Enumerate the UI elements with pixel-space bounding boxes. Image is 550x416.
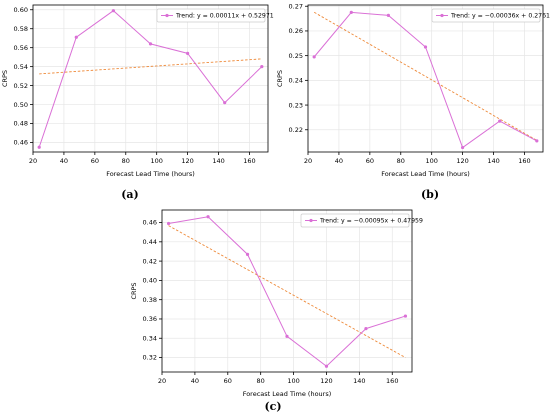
y-tick-label: 0.40 — [143, 277, 157, 285]
y-tick-label: 0.38 — [143, 296, 157, 304]
data-point — [535, 139, 539, 143]
y-tick-label: 0.46 — [143, 219, 157, 227]
legend-swatch-marker — [165, 13, 169, 18]
plot-frame — [161, 209, 413, 373]
y-tick-label: 0.24 — [289, 77, 303, 85]
x-tick-label: 20 — [29, 157, 37, 165]
x-tick-label: 40 — [335, 157, 343, 165]
y-axis-label: CRPS — [130, 282, 138, 299]
trend-line — [168, 225, 406, 358]
y-tick-label: 0.60 — [14, 6, 28, 14]
data-point — [423, 45, 428, 49]
x-tick-label: 100 — [287, 377, 299, 385]
data-point — [461, 145, 465, 150]
series-line — [313, 11, 538, 149]
x-tick-label: 120 — [181, 157, 193, 165]
data-point — [285, 334, 289, 338]
y-tick-label: 0.52 — [14, 82, 28, 90]
y-tick-label: 0.25 — [289, 52, 303, 60]
x-tick-label: 20 — [304, 157, 312, 165]
data-point — [403, 314, 408, 318]
x-axis-label: Forecast Lead Time (hours) — [106, 170, 195, 178]
y-tick-label: 0.27 — [289, 2, 303, 10]
y-tick-label: 0.26 — [289, 27, 303, 35]
y-axis-label: CRPS — [276, 70, 284, 87]
x-tick-label: 100 — [150, 157, 162, 165]
y-tick-label: 0.46 — [14, 139, 28, 147]
x-tick-label: 140 — [212, 157, 224, 165]
y-tick-label: 0.32 — [143, 354, 157, 362]
legend-label: Trend: y = 0.00011x + 0.52971 — [175, 13, 274, 20]
data-point — [386, 13, 390, 17]
caption-a: (a) — [121, 188, 139, 201]
y-tick-label: 0.36 — [143, 315, 157, 323]
data-point — [37, 145, 41, 149]
x-tick-label: 160 — [243, 157, 255, 165]
data-point — [324, 364, 329, 368]
x-tick-label: 160 — [518, 157, 530, 165]
y-tick-label: 0.54 — [14, 63, 28, 71]
y-tick-label: 0.50 — [14, 101, 28, 109]
y-tick-label: 0.58 — [14, 25, 28, 33]
x-tick-label: 40 — [60, 157, 68, 165]
series-line — [38, 10, 263, 148]
chart-panel-c: 20 40 60 80 100 120 140 160 0.32 0.34 0.36 0.38 0.40… — [130, 205, 423, 400]
data-point — [260, 65, 264, 69]
x-tick-label: 60 — [366, 157, 374, 165]
legend-label: Trend: y = −0.00036x + 0.27619 — [450, 13, 550, 20]
x-axis-label: Forecast Lead Time (hours) — [381, 170, 470, 178]
x-tick-label: 80 — [257, 377, 265, 385]
x-tick-label: 60 — [91, 157, 99, 165]
y-tick-label: 0.23 — [289, 101, 303, 109]
chart-c-svg: 20 40 60 80 100 120 140 160 0.32 0.34 0.36 0.38 0.40… — [130, 209, 423, 398]
data-point — [498, 119, 502, 123]
x-tick-label: 100 — [425, 157, 437, 165]
chart-b-svg: 20 40 60 80 100 120 140 160 0.22 0.23 0.24 0.25 0.26… — [276, 2, 550, 178]
x-tick-label: 80 — [397, 157, 405, 165]
data-point — [245, 252, 250, 256]
x-tick-label: 140 — [487, 157, 499, 165]
x-tick-label: 120 — [456, 157, 468, 165]
legend-swatch-marker — [440, 13, 444, 18]
legend-box — [156, 8, 266, 23]
plot-frame — [307, 4, 544, 153]
data-point — [148, 42, 153, 46]
caption-c: (c) — [264, 400, 282, 413]
x-tick-label: 160 — [386, 377, 398, 385]
caption-b: (b) — [420, 188, 440, 201]
legend-swatch-marker — [309, 218, 313, 223]
legend-label: Trend: y = −0.00095x + 0.47959 — [319, 218, 423, 225]
plot-frame — [32, 4, 269, 153]
x-tick-label: 120 — [320, 377, 332, 385]
data-point — [364, 327, 368, 331]
chart-panel-a: 20 40 60 80 100 120 140 160 0.46 0.48 0.50 0.52 0.54… — [0, 0, 275, 185]
data-point — [166, 221, 171, 226]
x-tick-label: 40 — [191, 377, 199, 385]
data-point — [74, 35, 78, 39]
y-tick-label: 0.48 — [14, 120, 28, 128]
trend-line — [313, 11, 538, 141]
x-tick-label: 80 — [122, 157, 130, 165]
y-tick-label: 0.42 — [143, 257, 157, 265]
chart-a-svg: 20 40 60 80 100 120 140 160 0.46 0.48 0.50 0.52 0.54… — [1, 4, 274, 178]
data-point — [186, 51, 190, 55]
x-tick-label: 20 — [158, 377, 166, 385]
y-tick-label: 0.44 — [143, 238, 157, 246]
data-point — [223, 101, 227, 105]
legend-box — [431, 8, 541, 23]
data-point — [349, 10, 353, 15]
trend-line — [39, 58, 262, 75]
y-tick-label: 0.34 — [143, 334, 157, 342]
legend-box — [300, 213, 410, 228]
y-tick-label: 0.56 — [14, 44, 28, 52]
y-tick-label: 0.22 — [289, 126, 303, 134]
x-tick-label: 60 — [224, 377, 232, 385]
x-axis-label: Forecast Lead Time (hours) — [243, 390, 332, 398]
data-point — [111, 9, 115, 13]
y-axis-label: CRPS — [1, 70, 9, 87]
data-point — [206, 215, 210, 219]
data-point — [312, 55, 316, 59]
x-tick-label: 140 — [353, 377, 365, 385]
chart-panel-b: 20 40 60 80 100 120 140 160 0.22 0.23 0.24 0.25 0.26… — [276, 0, 550, 185]
